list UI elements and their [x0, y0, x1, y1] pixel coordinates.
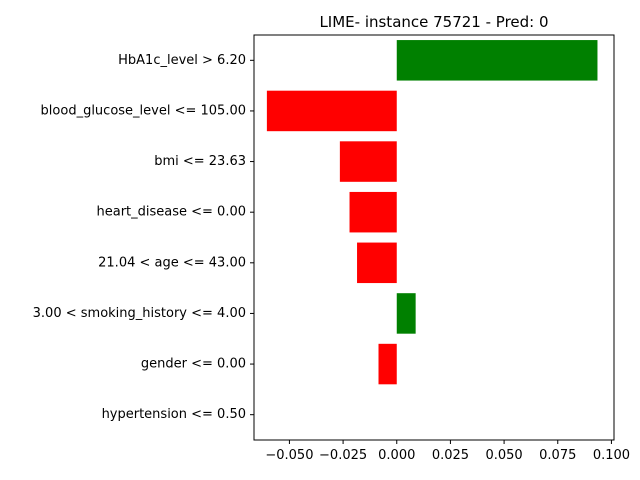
- x-tick-label: 0.100: [593, 448, 630, 463]
- y-tick-label: hypertension <= 0.50: [102, 407, 246, 422]
- y-tick-label: gender <= 0.00: [141, 357, 246, 372]
- bar-4: [357, 242, 397, 284]
- x-tick-label: 0.025: [432, 448, 469, 463]
- bars-group: [266, 40, 598, 385]
- y-tick-label: blood_glucose_level <= 105.00: [41, 103, 246, 118]
- bar-6: [378, 343, 397, 385]
- y-tick-label: bmi <= 23.63: [154, 154, 246, 169]
- x-axis-ticks: −0.050 −0.025 0.000 0.025 0.050 0.075 0.100: [265, 440, 630, 463]
- y-axis-ticks: HbA1c_level > 6.20 blood_glucose_level <=…: [33, 53, 254, 422]
- x-tick-label: −0.025: [319, 448, 367, 463]
- bar-5: [396, 293, 416, 334]
- y-tick-label: HbA1c_level > 6.20: [118, 53, 246, 68]
- y-tick-label: 3.00 < smoking_history <= 4.00: [33, 306, 246, 321]
- x-tick-label: 0.075: [539, 448, 576, 463]
- x-tick-label: 0.050: [485, 448, 522, 463]
- bar-1: [266, 90, 397, 132]
- x-tick-label: 0.000: [378, 448, 415, 463]
- bar-2: [339, 141, 397, 182]
- bar-3: [349, 191, 397, 233]
- y-tick-label: 21.04 < age <= 43.00: [98, 255, 246, 270]
- y-tick-label: heart_disease <= 0.00: [96, 205, 246, 220]
- axes-frame: [253, 34, 615, 441]
- x-tick-label: −0.050: [265, 448, 313, 463]
- bar-0: [396, 40, 598, 81]
- chart-title: LIME- instance 75721 - Pred: 0: [319, 13, 548, 31]
